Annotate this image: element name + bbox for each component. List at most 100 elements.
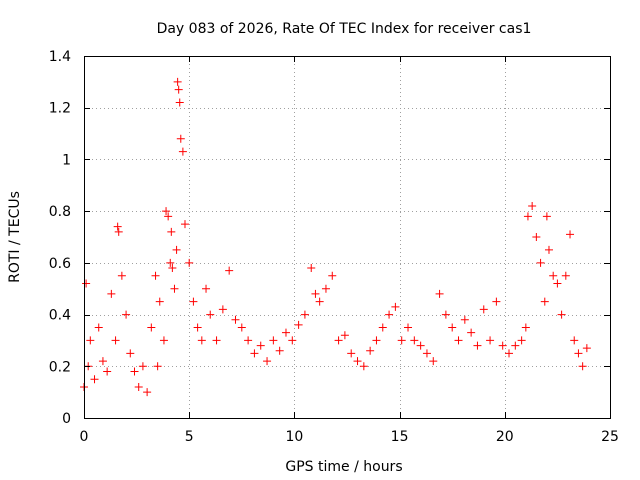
data-point (281, 328, 290, 337)
data-point (416, 341, 425, 350)
data-point (162, 207, 171, 216)
data-point (155, 297, 164, 306)
data-point (429, 357, 438, 366)
y-tick-label: 0.6 (49, 256, 71, 272)
chart-title: Day 083 of 2026, Rate Of TEC Index for r… (157, 21, 532, 37)
data-point (126, 349, 135, 358)
data-point (523, 212, 532, 221)
data-point (138, 362, 147, 371)
data-point (566, 230, 575, 239)
data-point (151, 271, 160, 280)
data-point (328, 271, 337, 280)
data-point (111, 336, 120, 345)
y-tick-label: 0 (62, 411, 71, 427)
data-point (153, 362, 162, 371)
grid-lines (84, 56, 610, 418)
data-point (441, 310, 450, 319)
data-point (492, 297, 501, 306)
y-axis-label: ROTI / TECUs (7, 191, 23, 283)
data-point (244, 336, 253, 345)
data-point (275, 346, 284, 355)
data-point (549, 271, 558, 280)
y-tick-label: 0.4 (49, 308, 71, 324)
data-point (130, 367, 139, 376)
x-tick-label: 20 (496, 429, 514, 445)
data-point (532, 233, 541, 241)
data-point (206, 310, 215, 319)
data-point (256, 341, 265, 350)
data-point (473, 341, 482, 350)
data-point (231, 315, 240, 324)
data-point (166, 258, 175, 267)
data-point (544, 245, 553, 254)
y-tick-label: 1 (62, 152, 71, 168)
data-point (410, 336, 419, 345)
data-point (172, 245, 181, 254)
x-axis-label: GPS time / hours (285, 459, 402, 475)
data-point (397, 336, 406, 345)
data-point (454, 336, 463, 345)
data-point (82, 279, 91, 288)
x-tick-label: 15 (391, 429, 409, 445)
data-point (353, 357, 362, 366)
data-point (553, 279, 562, 288)
x-tick-label: 10 (285, 429, 303, 445)
data-point (315, 297, 324, 306)
data-point (147, 323, 156, 332)
data-point (521, 323, 530, 332)
data-point (372, 336, 381, 345)
data-point (311, 289, 320, 298)
data-point (385, 310, 394, 319)
data-point (263, 357, 272, 366)
data-point (98, 357, 107, 366)
data-point (202, 284, 211, 293)
data-point (218, 305, 227, 314)
y-tick-label: 0.8 (49, 204, 71, 220)
y-tick-label: 0.2 (49, 359, 71, 375)
data-point (479, 305, 488, 314)
data-point (143, 388, 152, 397)
data-point (359, 362, 368, 371)
data-point (307, 264, 316, 273)
axis-ticks: 0 5 10 15 20 25 0 0.2 0.4 0.6 0.8 1 1.2 1.4 (49, 49, 619, 445)
data-point (578, 362, 587, 371)
data-point (574, 349, 583, 358)
data-point (86, 336, 95, 345)
data-point (528, 201, 537, 210)
data-point (197, 336, 206, 345)
data-points (80, 77, 591, 397)
data-point (94, 323, 103, 332)
data-point (167, 227, 176, 236)
data-point (212, 336, 221, 345)
data-point (498, 341, 507, 350)
data-point (340, 331, 349, 340)
data-point (122, 310, 131, 319)
data-point (164, 212, 173, 221)
data-point (180, 220, 189, 229)
data-point (175, 98, 184, 107)
data-point (561, 271, 570, 280)
data-point (90, 375, 99, 384)
data-point (113, 222, 122, 231)
data-point (174, 85, 183, 94)
x-tick-label: 0 (80, 429, 89, 445)
data-point (300, 310, 309, 319)
data-point (225, 266, 234, 275)
data-point (269, 336, 278, 345)
data-point (294, 320, 303, 329)
data-point (334, 336, 343, 345)
data-point (505, 349, 514, 358)
data-point (347, 349, 356, 358)
data-point (448, 323, 457, 332)
data-point (103, 367, 112, 376)
data-point (570, 336, 579, 345)
x-tick-label: 25 (601, 429, 619, 445)
data-point (237, 323, 246, 332)
data-point (159, 336, 168, 345)
data-point (378, 323, 387, 332)
data-point (107, 289, 116, 298)
data-point (536, 258, 545, 267)
data-point (422, 349, 431, 358)
data-point (250, 349, 259, 358)
